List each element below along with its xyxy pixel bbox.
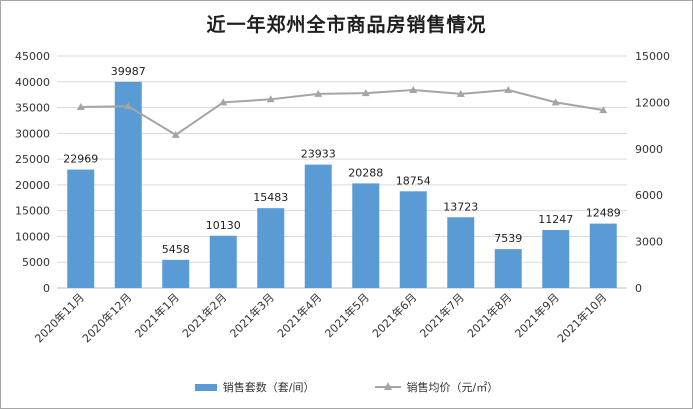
y-left-tick-label: 45000 (15, 50, 50, 63)
x-tick-label: 2021年6月 (369, 290, 419, 340)
y-left-tick-label: 20000 (15, 179, 50, 192)
legend: 销售套数（套/间） 销售均价（元/㎡） (0, 378, 693, 396)
y-left-tick-label: 15000 (15, 205, 50, 218)
bar (352, 183, 380, 288)
bar-value-label: 7539 (494, 232, 522, 245)
bar (542, 230, 570, 288)
legend-item-line: 销售均价（元/㎡） (374, 379, 499, 395)
bar (399, 191, 427, 288)
legend-line-label: 销售均价（元/㎡） (406, 381, 499, 394)
bar-value-label: 12489 (586, 207, 621, 220)
y-left-tick-label: 25000 (15, 153, 50, 166)
legend-bar-swatch (194, 383, 217, 391)
y-right-tick-label: 9000 (635, 143, 663, 156)
legend-line-swatch (374, 382, 401, 392)
bar-value-label: 15483 (253, 191, 288, 204)
legend-bar-label: 销售套数（套/间） (222, 381, 315, 394)
x-tick-label: 2021年10月 (554, 290, 609, 345)
x-tick-label: 2021年1月 (132, 290, 182, 340)
x-tick-label: 2020年12月 (79, 290, 134, 345)
y-left-tick-label: 35000 (15, 102, 50, 115)
x-tick-label: 2021年3月 (227, 290, 277, 340)
bar-value-label: 5458 (162, 243, 190, 256)
bar-value-label: 11247 (538, 213, 573, 226)
chart-title: 近一年郑州全市商品房销售情况 (206, 14, 487, 36)
y-right-tick-label: 12000 (635, 96, 670, 109)
x-tick-label: 2021年5月 (322, 290, 372, 340)
line-point (456, 89, 465, 97)
bar-value-label: 18754 (396, 174, 431, 187)
price-line (80, 89, 604, 137)
y-right-tick-label: 0 (635, 282, 642, 295)
x-tick-label: 2021年7月 (417, 290, 467, 340)
x-tick-label: 2021年8月 (464, 290, 514, 340)
x-tick-label: 2021年9月 (512, 290, 562, 340)
line-point (599, 106, 608, 114)
line-point (219, 98, 228, 106)
y-left-tick-label: 30000 (15, 127, 50, 140)
line-point (409, 86, 418, 94)
y-left-tick-label: 10000 (15, 230, 50, 243)
bar (304, 164, 332, 288)
line-point (171, 130, 180, 138)
bar-value-label: 20288 (348, 166, 383, 179)
gridlines (57, 55, 627, 263)
line-point (504, 86, 513, 94)
line-point (361, 89, 370, 97)
x-tick-label: 2021年4月 (274, 290, 324, 340)
line-point (266, 95, 275, 103)
bar-series (67, 81, 617, 288)
y-left-tick-label: 0 (43, 282, 50, 295)
y-left-tick-label: 40000 (15, 76, 50, 89)
bar-value-label: 13723 (443, 200, 478, 213)
legend-item-bar: 销售套数（套/间） (194, 379, 315, 395)
line-point (314, 89, 323, 97)
bar (67, 169, 95, 288)
bar (257, 208, 285, 288)
bar-value-label: 22969 (63, 153, 98, 166)
bar (114, 81, 142, 288)
bar-value-label: 39987 (111, 65, 146, 78)
bar (209, 235, 237, 288)
y-right-tick-label: 6000 (635, 189, 663, 202)
line-point (124, 102, 133, 110)
bar-value-label: 10130 (206, 219, 241, 232)
bar-value-label: 23933 (301, 148, 336, 161)
bar (162, 259, 190, 288)
x-tick-label: 2021年2月 (179, 290, 229, 340)
bar (589, 223, 617, 288)
x-tick-label: 2020年11月 (32, 290, 87, 345)
bar (447, 217, 475, 288)
y-left-tick-label: 5000 (22, 256, 50, 269)
y-right-tick-label: 3000 (635, 236, 663, 249)
line-series (76, 86, 608, 138)
line-point (551, 98, 560, 106)
bar (494, 249, 522, 288)
y-right-tick-label: 15000 (635, 50, 670, 63)
data-labels: 22969 39987 5458 10130 15483 23933 20288 18754 1… (63, 65, 621, 256)
line-point (76, 103, 85, 111)
